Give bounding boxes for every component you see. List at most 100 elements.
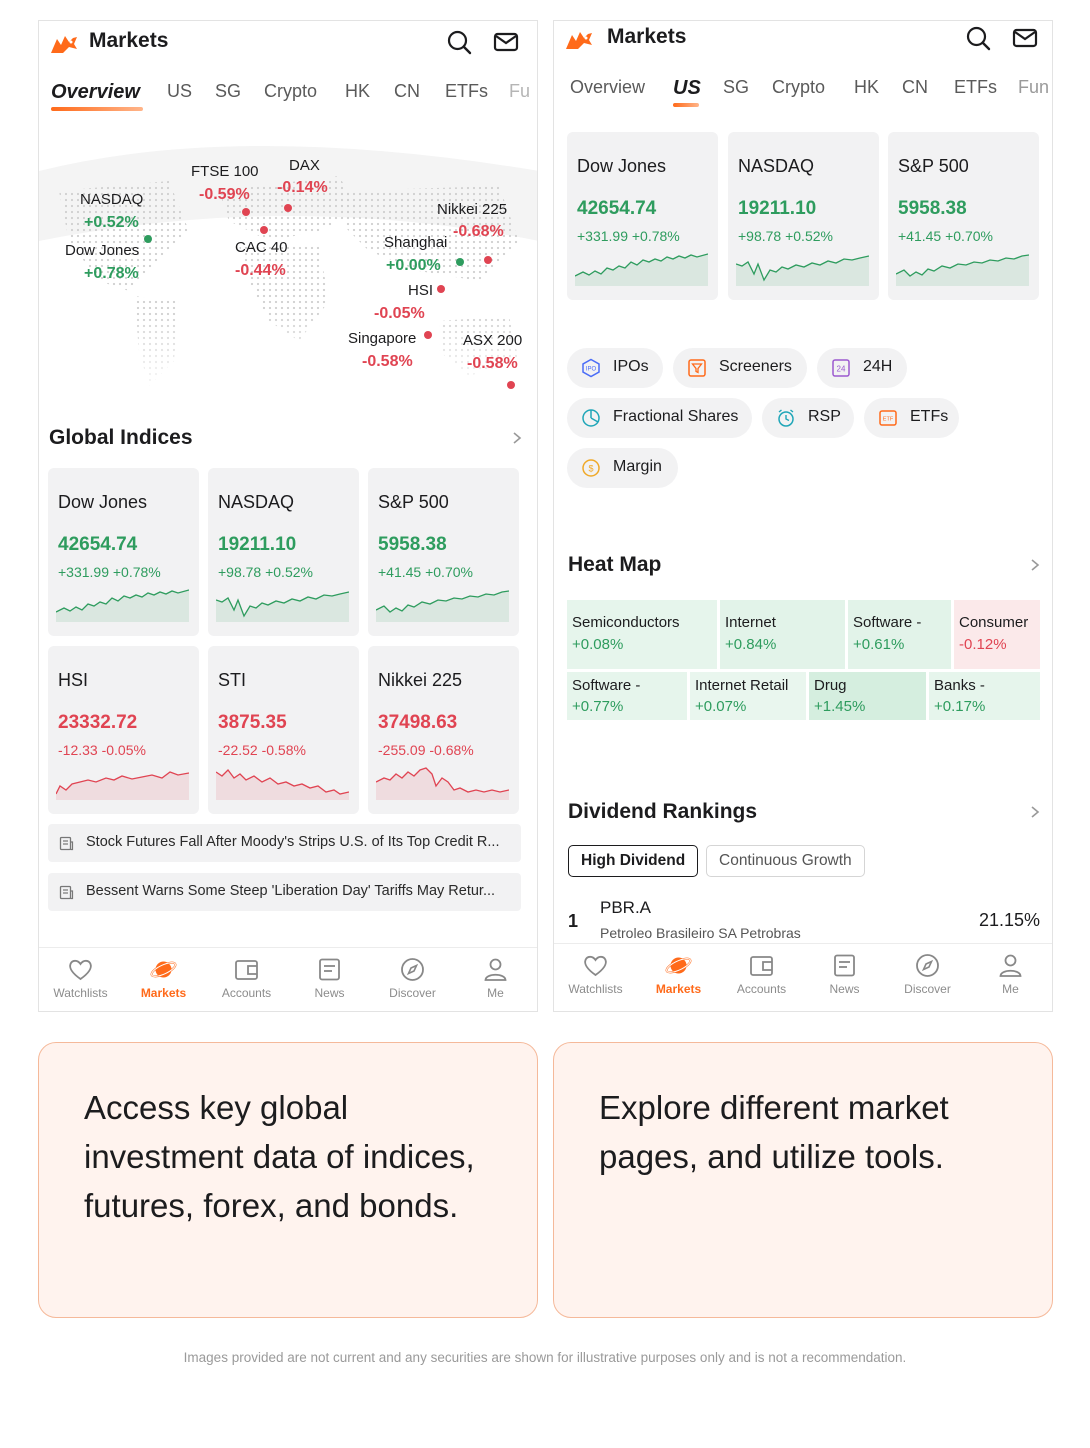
nav-watchlists[interactable]: Watchlists [554, 944, 637, 1004]
map-label-cac: CAC 40 [235, 239, 288, 256]
planet-icon [150, 961, 177, 978]
tab-sg[interactable]: SG [215, 81, 242, 101]
user-icon [999, 954, 1022, 977]
tab-us[interactable]: US [673, 77, 701, 99]
map-value-shanghai: +0.00% [386, 257, 441, 274]
card-name: Dow Jones [58, 492, 148, 512]
compass-icon [916, 954, 939, 977]
chip-24h[interactable]: 24 24H [817, 348, 907, 388]
heatmap-cell[interactable]: Semiconductors +0.08% [567, 600, 717, 669]
index-card-nasdaq[interactable]: NASDAQ 19211.10 +98.78 +0.52% [208, 468, 359, 636]
nav-news[interactable]: News [803, 944, 886, 1004]
dividend-yield: 21.15% [978, 910, 1040, 930]
nav-markets[interactable]: Markets [637, 944, 720, 1004]
sparkline-chart [376, 590, 509, 622]
tab-us[interactable]: US [167, 81, 193, 101]
card-change: +331.99 +0.78% [577, 228, 680, 244]
chip-fractional-shares[interactable]: Fractional Shares [567, 398, 752, 438]
chip-rsp[interactable]: RSP [762, 398, 854, 438]
nav-accounts[interactable]: Accounts [720, 944, 803, 1004]
top-bar: Markets [554, 21, 1052, 69]
us-market-screen: Markets Overview US SG Crypto HK CN ETFs… [553, 20, 1053, 1012]
mail-icon[interactable] [1012, 25, 1038, 51]
news-item[interactable]: Stock Futures Fall After Moody's Strips … [48, 824, 521, 862]
dividend-row[interactable]: 1 PBR.A Petroleo Brasileiro SA Petrobras… [554, 891, 1052, 945]
tab-overview[interactable]: Overview [570, 77, 646, 97]
news-headline: Bessent Warns Some Steep 'Liberation Day… [86, 883, 496, 899]
document-icon [834, 954, 855, 977]
tab-continuous-growth[interactable]: Continuous Growth [706, 845, 865, 877]
index-card-nasdaq[interactable]: NASDAQ 19211.10 +98.78 +0.52% [728, 132, 879, 300]
index-card-sti[interactable]: STI 3875.35 -22.52 -0.58% [208, 646, 359, 814]
caption-card: Access key global investment data of ind… [38, 1042, 538, 1318]
heatmap-cell[interactable]: Software - +0.77% [567, 672, 687, 720]
tab-high-dividend[interactable]: High Dividend [568, 845, 699, 877]
wallet-icon [235, 960, 258, 980]
heatmap-cell[interactable]: Banks - +0.17% [929, 672, 1040, 720]
nav-me[interactable]: Me [969, 944, 1052, 1004]
tab-etfs[interactable]: ETFs [954, 77, 997, 97]
chip-ipos[interactable]: IPO IPOs [567, 348, 663, 388]
symbol: PBR.A [600, 898, 652, 917]
bull-logo [51, 36, 77, 53]
nav-markets[interactable]: Markets [122, 948, 205, 1008]
map-label-nasdaq: NASDAQ [80, 191, 144, 208]
tab-sg[interactable]: SG [723, 77, 750, 97]
tab-overview[interactable]: Overview [51, 81, 140, 103]
nav-discover[interactable]: Discover [371, 948, 454, 1008]
chip-etfs[interactable]: ETF ETFs [864, 398, 959, 438]
card-name: S&P 500 [898, 156, 969, 176]
tab-crypto[interactable]: Crypto [264, 81, 318, 101]
index-card-dowjones[interactable]: Dow Jones 42654.74 +331.99 +0.78% [567, 132, 718, 300]
heatmap-cell[interactable]: Internet Retail +0.07% [690, 672, 806, 720]
alarm-clock-icon [778, 409, 794, 427]
search-icon[interactable] [965, 25, 991, 51]
card-value: 19211.10 [218, 534, 297, 555]
tab-hk[interactable]: HK [854, 77, 880, 97]
nav-me[interactable]: Me [454, 948, 537, 1008]
card-change: +98.78 +0.52% [218, 564, 313, 580]
chevron-right-icon[interactable] [1028, 805, 1042, 819]
index-card-sp500[interactable]: S&P 500 5958.38 +41.45 +0.70% [888, 132, 1039, 300]
map-value-asx: -0.58% [467, 355, 518, 372]
index-card-dowjones[interactable]: Dow Jones 42654.74 +331.99 +0.78% [48, 468, 199, 636]
tab-crypto[interactable]: Crypto [772, 77, 826, 97]
nav-news[interactable]: News [288, 948, 371, 1008]
sparkline-chart [216, 769, 349, 800]
heatmap-cell[interactable]: Software - +0.61% [848, 600, 951, 669]
index-card-sp500[interactable]: S&P 500 5958.38 +41.45 +0.70% [368, 468, 519, 636]
heatmap-cell[interactable]: Consumer -0.12% [954, 600, 1040, 669]
tab-cn[interactable]: CN [394, 81, 420, 101]
chevron-right-icon[interactable] [510, 431, 524, 445]
news-item[interactable]: Bessent Warns Some Steep 'Liberation Day… [48, 873, 521, 911]
nav-watchlists[interactable]: Watchlists [39, 948, 122, 1008]
tab-funds[interactable]: Fun [1018, 77, 1050, 97]
tab-cn[interactable]: CN [902, 77, 928, 97]
card-name: STI [218, 670, 247, 690]
app-title: Markets [607, 25, 687, 48]
overview-screen: Markets Overview US SG Crypto HK CN ETFs… [38, 20, 538, 1012]
map-value-dax: -0.14% [277, 179, 328, 196]
heatmap-cell[interactable]: Internet +0.84% [720, 600, 845, 669]
heatmap-cell[interactable]: Drug +1.45% [809, 672, 926, 720]
mail-icon[interactable] [493, 29, 519, 55]
nav-accounts[interactable]: Accounts [205, 948, 288, 1008]
chip-margin[interactable]: $ Margin [567, 448, 678, 488]
svg-text:24: 24 [837, 365, 846, 374]
index-card-nikkei[interactable]: Nikkei 225 37498.63 -255.09 -0.68% [368, 646, 519, 814]
search-icon[interactable] [446, 29, 472, 55]
index-card-hsi[interactable]: HSI 23332.72 -12.33 -0.05% [48, 646, 199, 814]
dividend-rankings-title: Dividend Rankings [568, 800, 758, 823]
tab-etfs[interactable]: ETFs [445, 81, 488, 101]
heart-icon [584, 955, 607, 977]
nav-discover[interactable]: Discover [886, 944, 969, 1004]
card-name: S&P 500 [378, 492, 449, 512]
tab-funds[interactable]: Fu [509, 81, 531, 101]
bull-logo [566, 32, 592, 49]
chip-screeners[interactable]: Screeners [673, 348, 807, 388]
heart-icon [69, 959, 92, 981]
document-icon [319, 958, 340, 981]
chevron-right-icon[interactable] [1028, 558, 1042, 572]
ipo-icon: IPO [582, 358, 600, 378]
tab-hk[interactable]: HK [345, 81, 371, 101]
